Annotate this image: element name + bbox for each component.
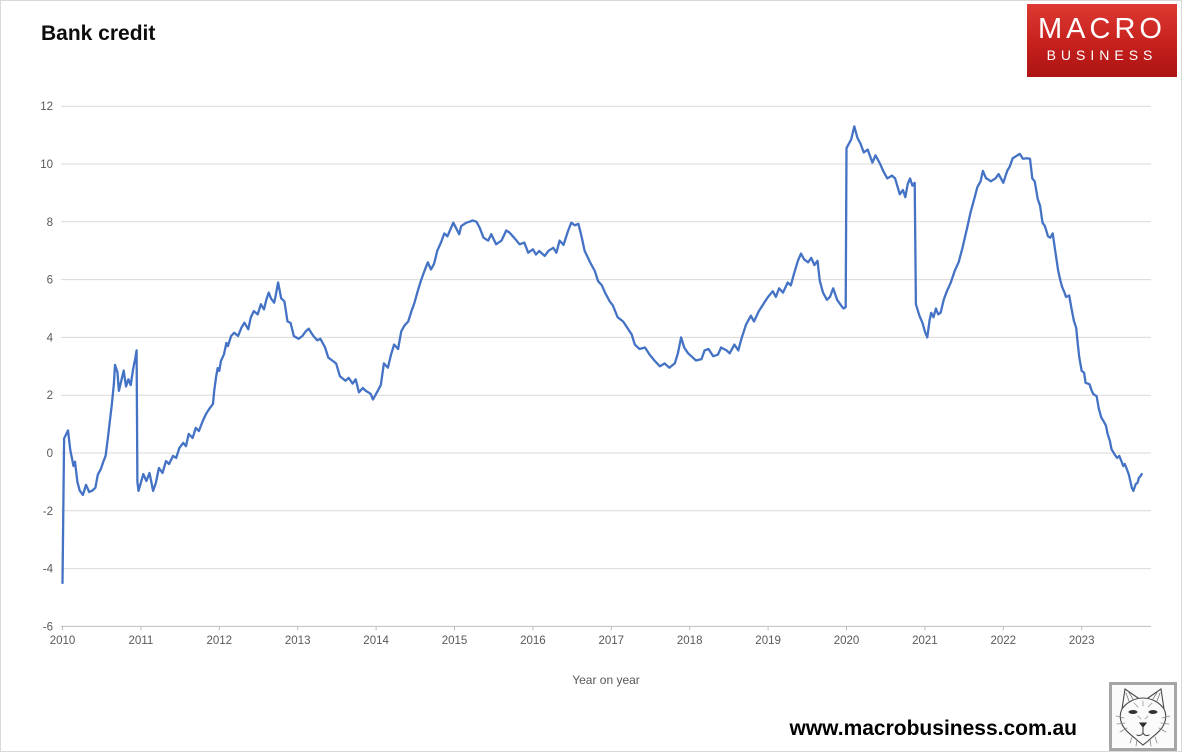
y-tick-label: 2 (47, 390, 53, 402)
y-tick-label: 10 (40, 159, 53, 171)
x-tick-label: 2020 (834, 635, 860, 647)
logo-word-macro: MACRO (1038, 13, 1166, 45)
y-tick-label: 0 (47, 448, 53, 460)
website-url-text: www.macrobusiness.com.au (789, 717, 1077, 740)
y-tick-label: 6 (47, 275, 53, 287)
macrobusiness-logo: MACRO BUSINESS (1027, 4, 1177, 77)
x-tick-label: 2013 (285, 635, 311, 647)
x-tick-label: 2012 (207, 635, 233, 647)
series-line (61, 125, 1143, 585)
x-tick-label: 2019 (755, 635, 781, 647)
page-title: Bank credit (41, 22, 156, 45)
y-tick-label: -6 (43, 621, 53, 633)
x-tick-label: 2023 (1069, 635, 1095, 647)
x-tick-label: 2021 (912, 635, 938, 647)
y-tick-label: 4 (47, 332, 54, 344)
y-tick-label: -4 (43, 564, 54, 576)
x-tick-label: 2010 (50, 635, 76, 647)
x-tick-label: 2017 (599, 635, 625, 647)
y-tick-label: 12 (40, 101, 53, 113)
y-tick-label: -2 (43, 506, 53, 518)
logo-word-business: BUSINESS (1046, 47, 1158, 63)
x-tick-label: 2015 (442, 635, 468, 647)
fox-sketch-icon (1109, 682, 1177, 751)
x-tick-label: 2016 (520, 635, 546, 647)
x-tick-label: 2022 (991, 635, 1017, 647)
x-tick-label: 2011 (129, 635, 154, 647)
x-tick-label: 2014 (363, 635, 389, 647)
x-axis-title: Year on year (572, 673, 640, 687)
y-tick-label: 8 (47, 217, 53, 229)
x-tick-label: 2018 (677, 635, 703, 647)
